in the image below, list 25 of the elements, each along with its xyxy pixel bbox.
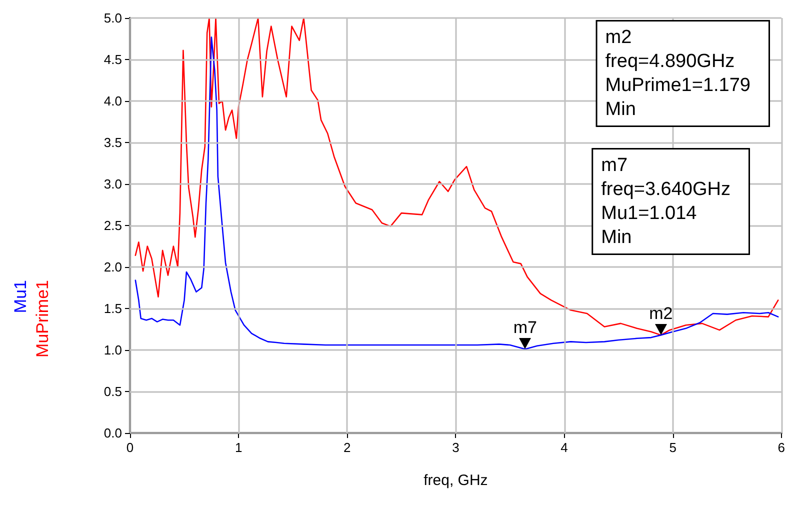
y-tick-label: 2.0 [104,260,122,274]
x-axis-title: freq, GHz [424,472,488,489]
annotation: m7 [512,318,538,338]
annotation: m2 freq=4.890GHz MuPrime1=1.179 Min [605,27,750,120]
annotation: m2 [648,304,674,324]
y-tick-label: 0.5 [104,384,122,399]
y-tick-label: 4.5 [104,52,122,67]
y-tick-label: 1.0 [104,342,122,358]
annotation: m7 freq=3.640GHz Mu1=1.014 Min [601,155,731,248]
x-tick-label: 4 [560,440,568,455]
y-tick-label: 0.0 [104,426,122,440]
x-tick-label: 5 [669,440,676,455]
y-tick-label: 3.0 [104,176,122,192]
x-tick-label: 3 [452,440,460,455]
text: MuPrime1 [33,280,52,358]
y-tick-label: 1.5 [104,301,122,316]
x-tick-label: 1 [234,440,242,455]
x-tick-label: 0 [126,440,134,455]
text: Mu1 [11,280,30,314]
x-tick-label: 2 [344,440,351,455]
y-tick-label: 3.5 [104,135,122,150]
y-tick-label: 2.5 [104,218,122,233]
y-tick-label: 4.0 [104,94,122,108]
x-tick-label: 6 [778,440,785,455]
y-tick-label: 5.0 [104,10,122,26]
